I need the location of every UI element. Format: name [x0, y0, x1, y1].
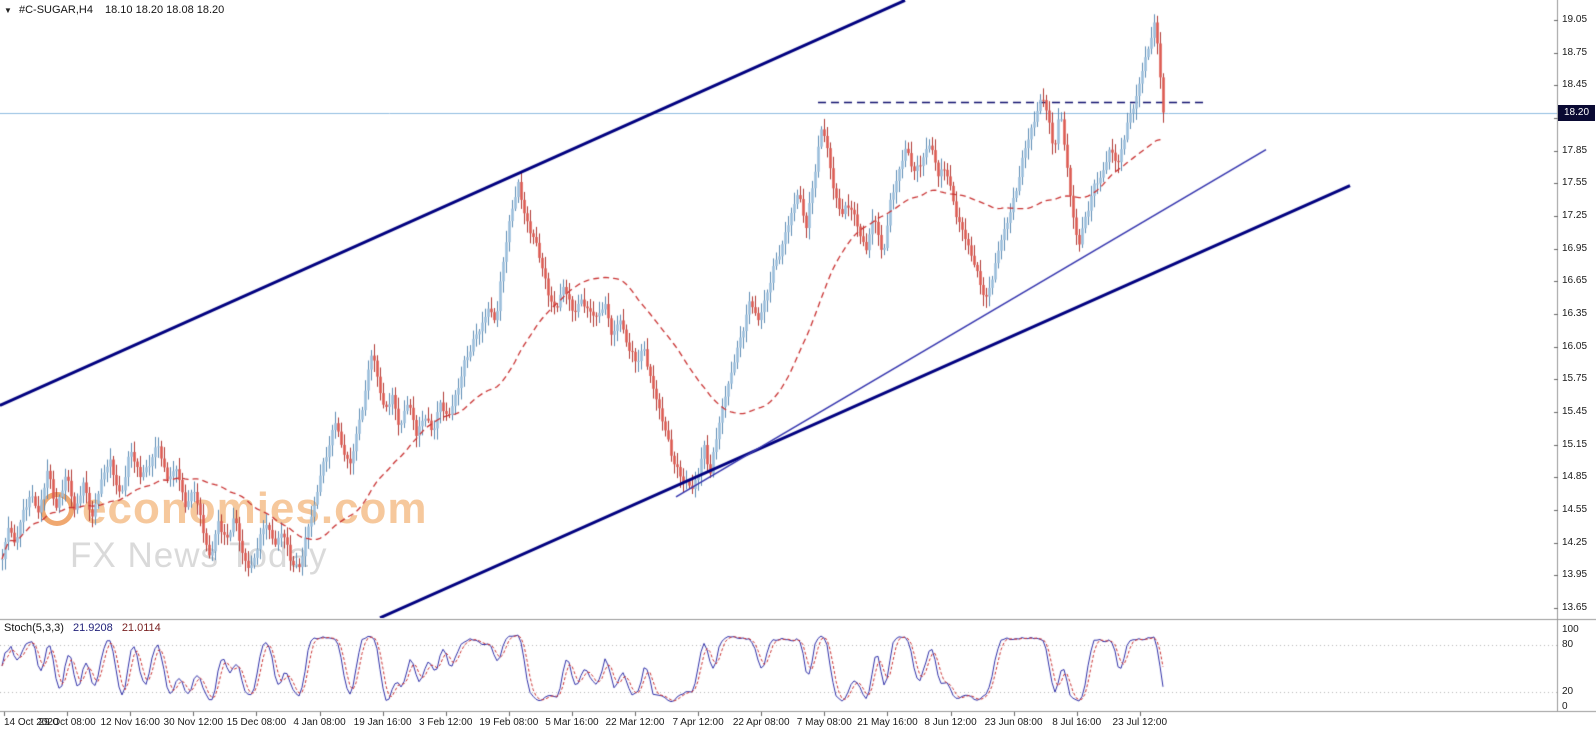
price-axis-label: 19.05: [1562, 14, 1588, 25]
time-axis-label: 22 Apr 08:00: [732, 717, 790, 728]
indicator-axis-label: 20: [1562, 685, 1574, 697]
current-price-badge: 18.20: [1558, 105, 1595, 121]
price-axis[interactable]: 19.0518.7518.4518.1517.8517.5517.2516.95…: [1558, 0, 1596, 618]
price-axis-label: 18.75: [1562, 46, 1588, 58]
stoch-d-value: 21.0114: [121, 622, 161, 634]
price-axis-label: 13.65: [1562, 602, 1588, 613]
time-axis-label: 7 Apr 12:00: [672, 717, 724, 728]
time-axis-label: 5 Mar 16:00: [545, 717, 599, 728]
time-axis-label: 29 Oct 08:00: [38, 717, 96, 728]
time-axis-label: 30 Nov 12:00: [163, 717, 224, 728]
price-axis-label: 16.35: [1562, 308, 1588, 319]
time-axis-label: 7 May 08:00: [796, 717, 852, 728]
price-axis-label: 15.15: [1562, 438, 1588, 450]
price-axis-label: 17.25: [1562, 210, 1588, 221]
indicator-axis-label: 0: [1562, 701, 1568, 712]
symbol-label: #C-SUGAR,H4: [18, 4, 93, 16]
symbol-dropdown-icon[interactable]: ▼: [4, 6, 12, 15]
time-axis-label: 19 Feb 08:00: [479, 717, 539, 728]
chart-header: ▼ #C-SUGAR,H4 18.10 18.20 18.08 18.20: [4, 4, 224, 16]
price-axis-label: 14.85: [1562, 471, 1588, 483]
indicator-label: Stoch(5,3,3) 21.9208 21.0114: [4, 622, 161, 634]
price-axis-label: 18.45: [1562, 79, 1588, 91]
price-axis-label: 13.95: [1562, 569, 1588, 581]
time-axis-label: 12 Nov 16:00: [100, 717, 160, 728]
time-axis-label: 3 Feb 12:00: [419, 717, 473, 728]
price-axis-label: 17.85: [1562, 144, 1588, 156]
price-axis-label: 16.05: [1562, 340, 1588, 352]
stoch-k-value: 21.9208: [72, 622, 113, 634]
price-axis-label: 16.95: [1562, 242, 1588, 254]
price-axis-label: 14.55: [1562, 504, 1588, 515]
price-axis-label: 15.75: [1562, 373, 1588, 385]
price-axis-label: 15.45: [1562, 406, 1588, 417]
time-axis-label: 22 Mar 12:00: [605, 717, 665, 728]
time-axis-label: 21 May 16:00: [857, 717, 918, 728]
indicator-name: Stoch(5,3,3): [4, 622, 64, 634]
price-axis-label: 16.65: [1562, 275, 1588, 287]
indicator-axis-label: 100: [1562, 624, 1579, 635]
time-axis-label: 14 Oct 2020: [4, 717, 59, 728]
time-axis-label: 8 Jul 16:00: [1052, 717, 1102, 728]
price-axis-label: 17.55: [1562, 177, 1588, 189]
time-axis-label: 19 Jan 16:00: [353, 717, 412, 728]
ohlc-values: 18.10 18.20 18.08 18.20: [105, 4, 225, 16]
indicator-axis-label: 80: [1562, 639, 1574, 651]
time-axis-label: 15 Dec 08:00: [226, 717, 287, 728]
time-axis[interactable]: 14 Oct 2020 29 Oct 08:00 12 Nov 16:00 30 No…: [0, 712, 1596, 743]
time-axis-label: 23 Jun 08:00: [984, 717, 1043, 728]
time-axis-label: 8 Jun 12:00: [924, 717, 977, 728]
time-axis-label: 4 Jan 08:00: [293, 717, 346, 728]
indicator-axis: 100 80 20 0: [1558, 620, 1596, 714]
price-axis-label: 14.25: [1562, 536, 1588, 548]
time-axis-label: 23 Jul 12:00: [1112, 717, 1168, 728]
